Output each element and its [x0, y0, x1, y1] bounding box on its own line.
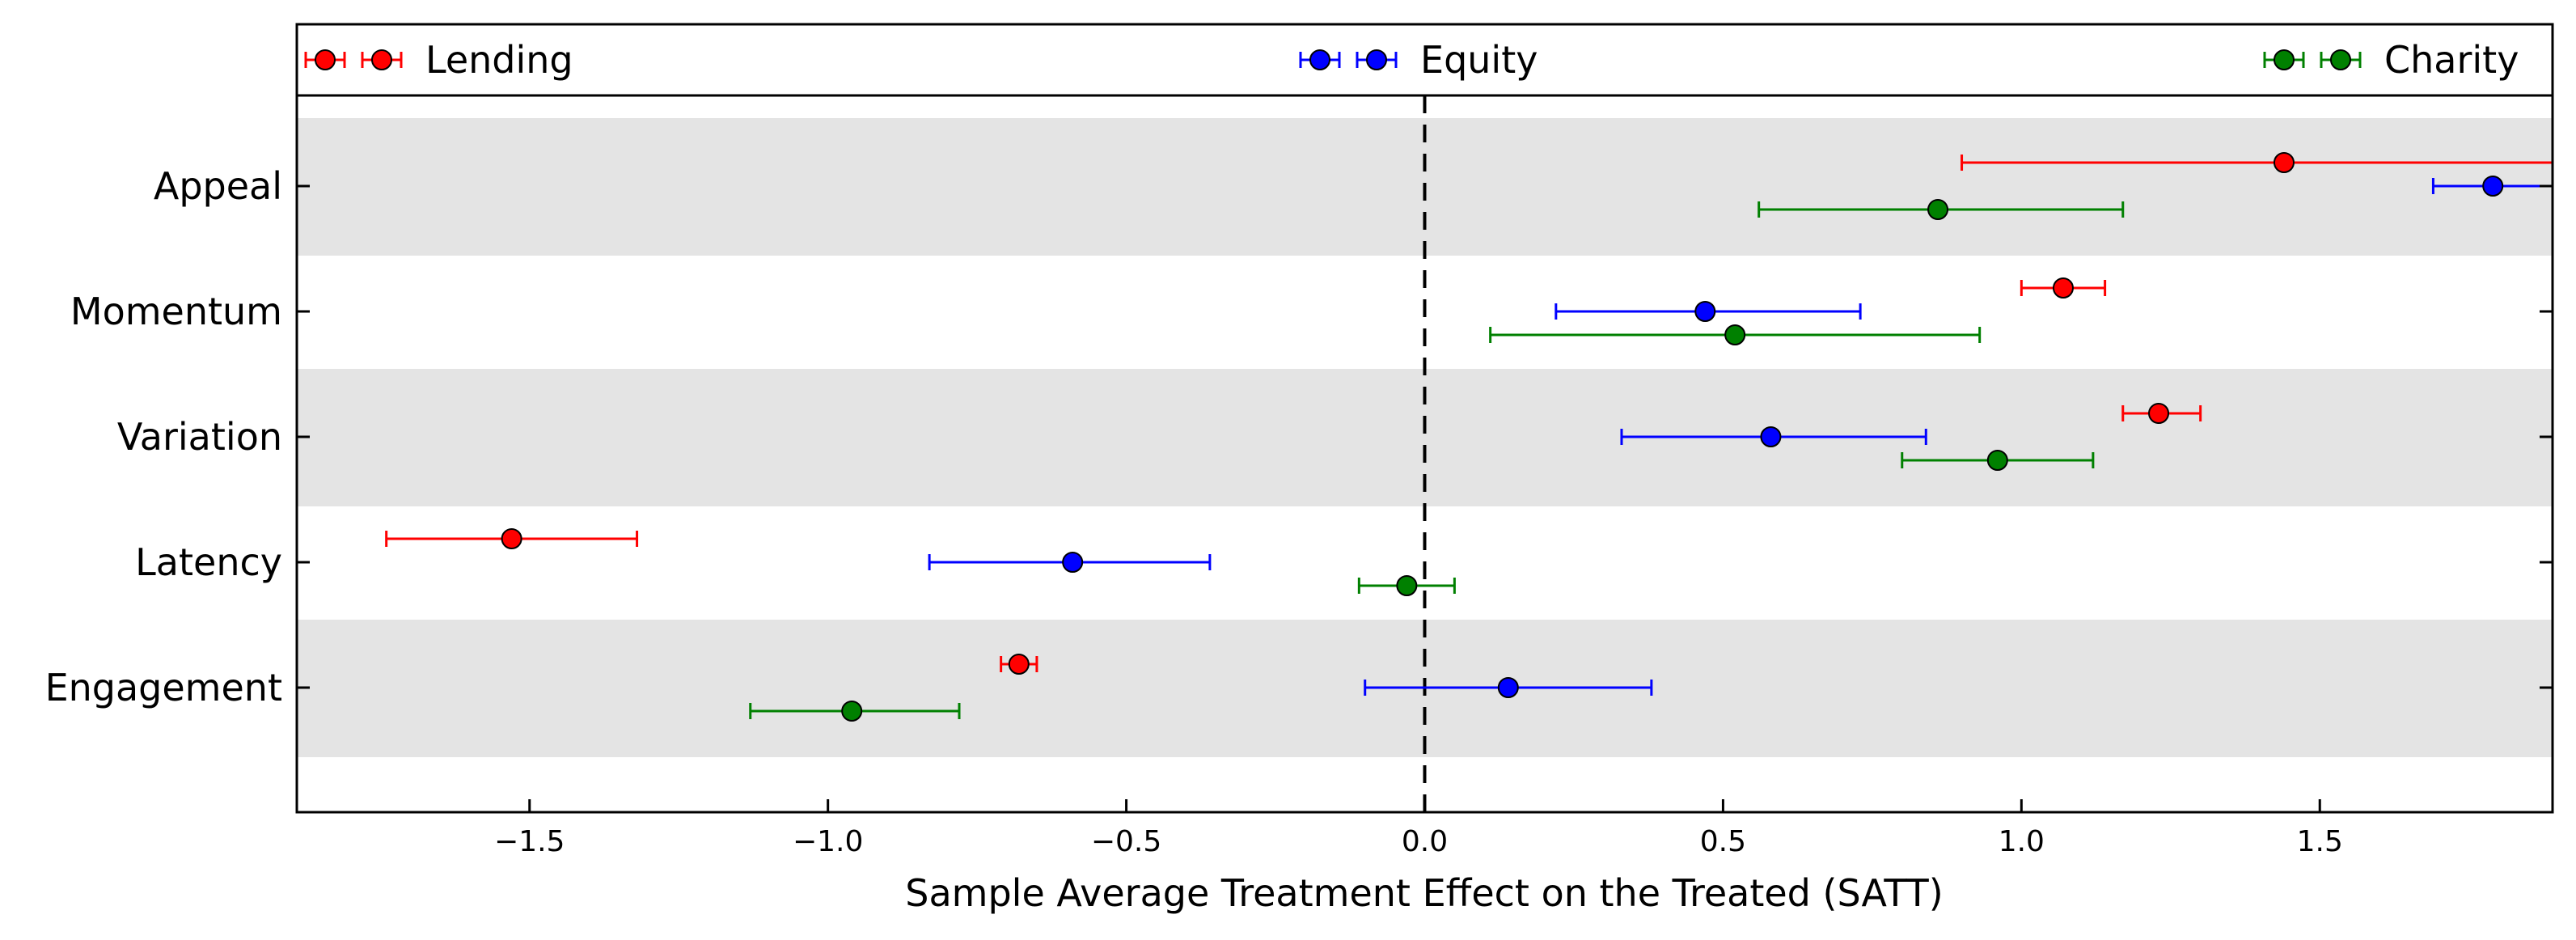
- data-point: [1497, 677, 1519, 698]
- data-point: [2273, 152, 2295, 173]
- legend-label: Lending: [425, 38, 573, 82]
- legend-box: [295, 23, 2554, 97]
- data-point: [2482, 176, 2504, 197]
- data-point: [1694, 301, 1716, 322]
- data-point: [501, 528, 522, 549]
- x-tick-label: 0.0: [1402, 825, 1448, 858]
- data-point: [1062, 552, 1084, 573]
- x-tick-label: 1.5: [2297, 825, 2343, 858]
- data-point: [2052, 277, 2074, 299]
- data-point: [1927, 199, 1949, 220]
- y-tick-label: Momentum: [70, 290, 282, 333]
- x-axis: −1.5 −1.0 −0.5 0.0 0.5 1.0 1.5: [494, 799, 2343, 858]
- data-marks: [385, 152, 2553, 722]
- legend: Lending Equity Charity: [304, 38, 2519, 82]
- data-point: [1760, 426, 1782, 447]
- x-tick-label: 0.5: [1700, 825, 1746, 858]
- x-axis-label: Sample Average Treatment Effect on the T…: [905, 871, 1943, 915]
- legend-label: Charity: [2384, 38, 2519, 82]
- y-tick-label: Latency: [135, 540, 282, 584]
- legend-marker: [2274, 49, 2295, 70]
- x-tick-label: −1.5: [494, 825, 565, 858]
- legend-marker: [315, 49, 336, 70]
- x-tick-label: −1.0: [793, 825, 863, 858]
- data-point: [841, 701, 863, 722]
- x-tick-label: 1.0: [1999, 825, 2045, 858]
- x-tick-label: −0.5: [1091, 825, 1161, 858]
- y-tick-label: Appeal: [154, 164, 282, 208]
- legend-marker: [1309, 49, 1330, 70]
- y-tick-label: Variation: [117, 415, 282, 459]
- data-point: [1986, 450, 2008, 471]
- y-axis: Appeal Momentum Variation Latency Engagement: [45, 164, 2553, 709]
- data-point: [1008, 654, 1030, 675]
- data-point: [1396, 575, 1418, 596]
- y-tick-label: Engagement: [45, 666, 282, 709]
- legend-marker: [1366, 49, 1387, 70]
- legend-marker: [371, 49, 392, 70]
- legend-marker: [2330, 49, 2351, 70]
- data-point: [2148, 403, 2170, 424]
- legend-label: Equity: [1420, 38, 1538, 82]
- data-point: [1724, 324, 1746, 345]
